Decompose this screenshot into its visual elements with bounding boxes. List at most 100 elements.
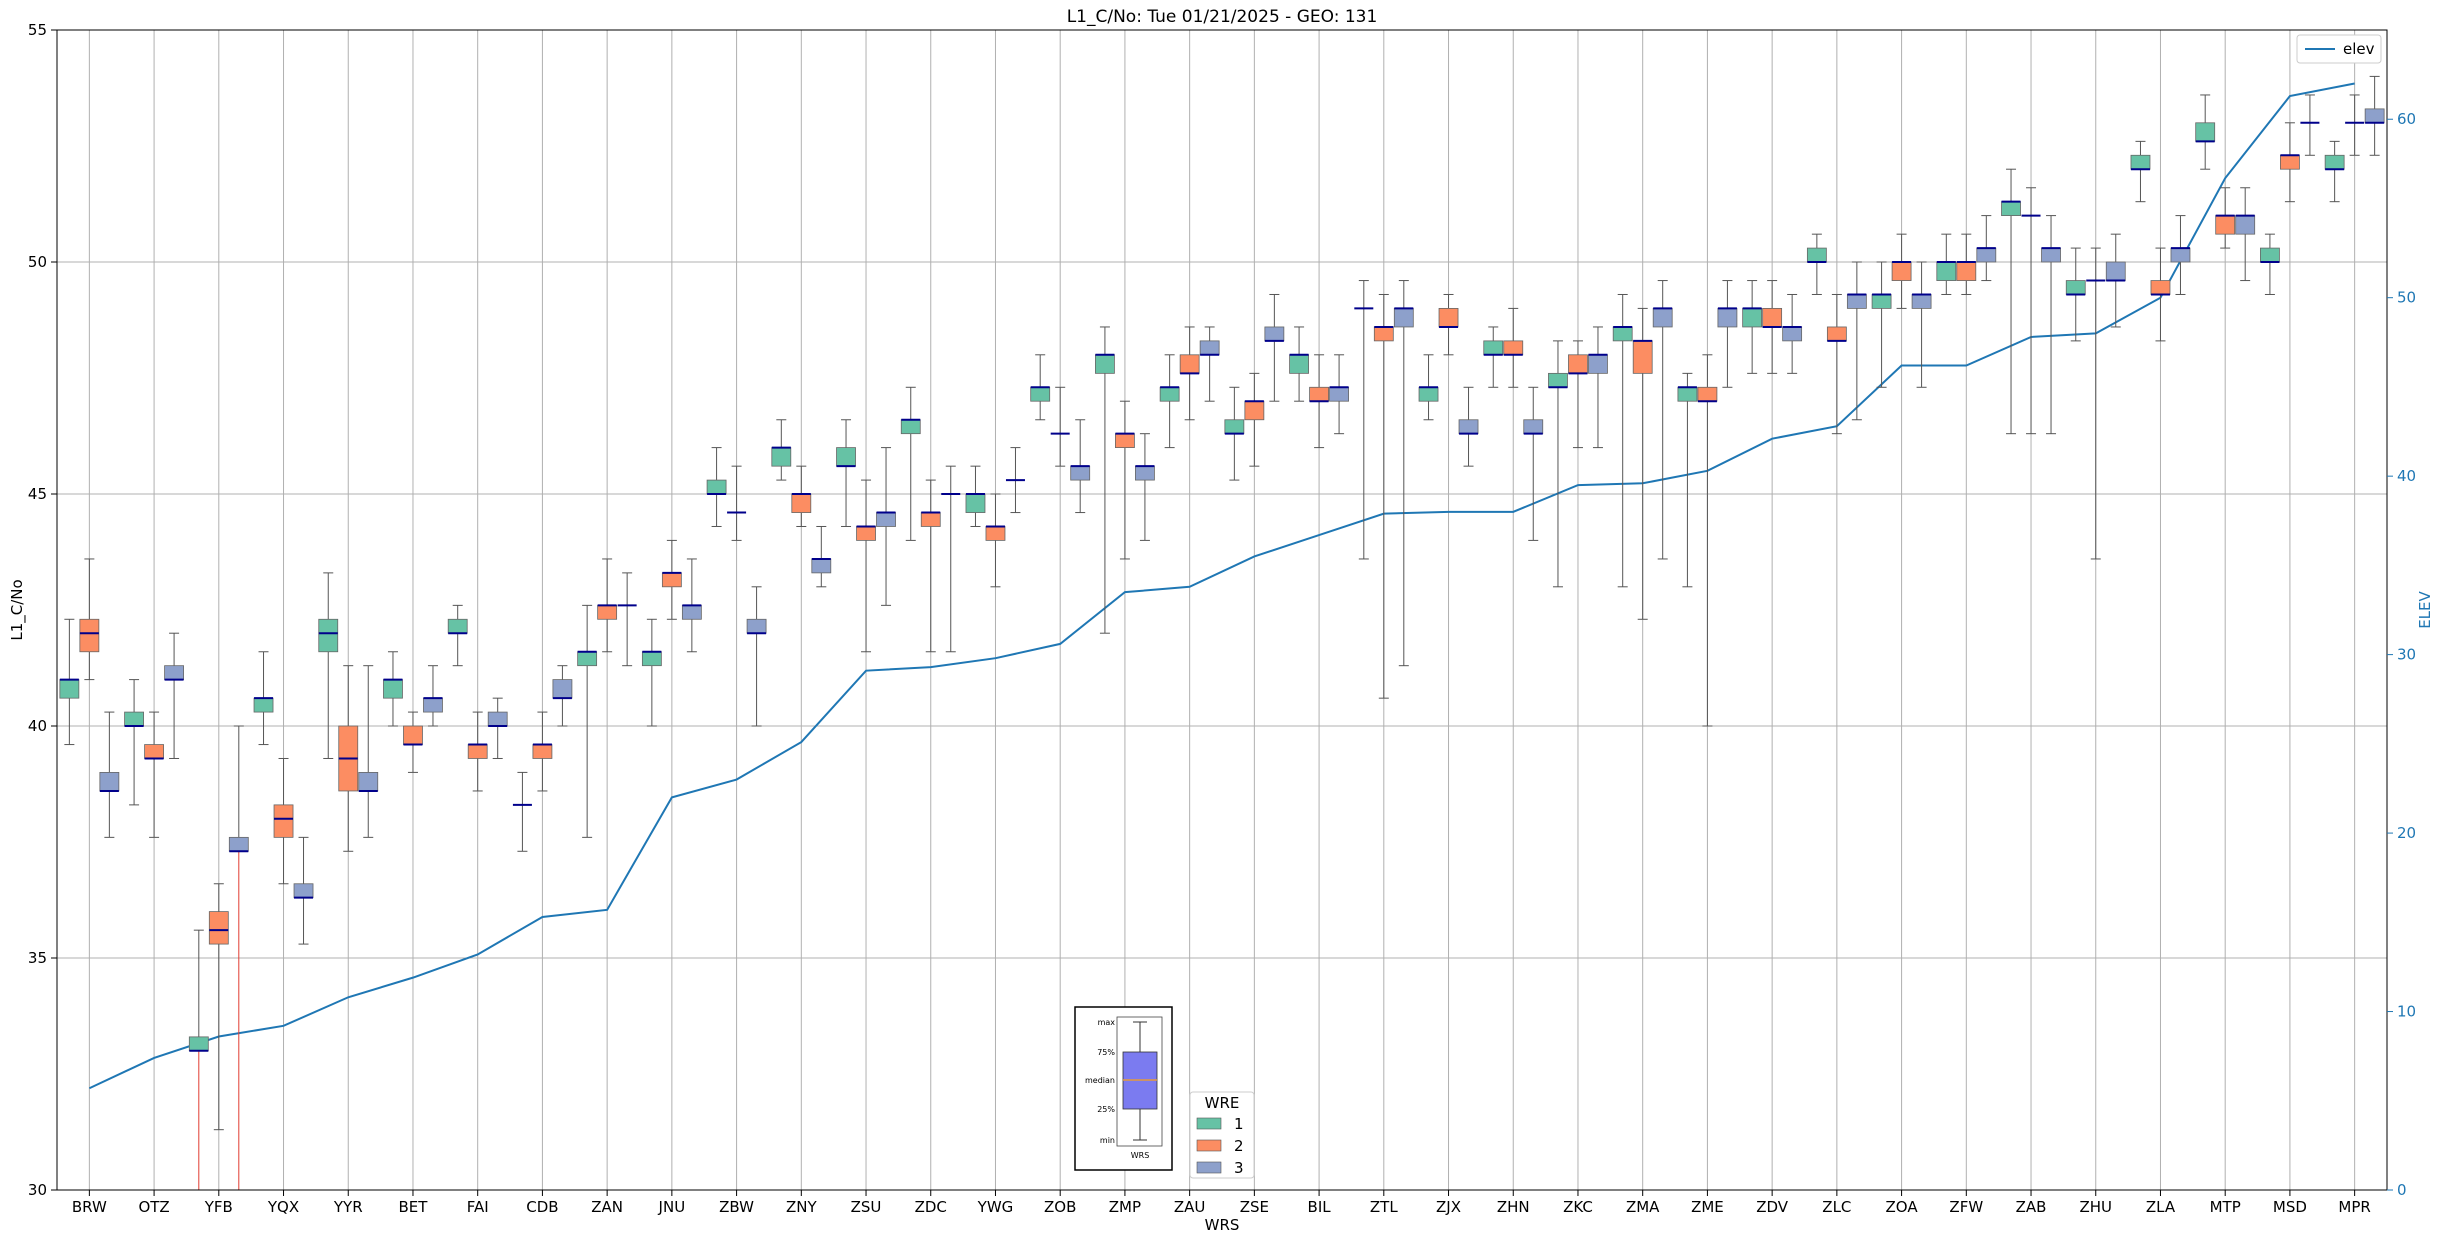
box-wre-1 xyxy=(2130,154,2151,170)
elev-legend-label: elev xyxy=(2343,40,2375,58)
box-wre-2 xyxy=(1309,386,1329,402)
box-wre-3 xyxy=(1652,307,1673,328)
x-tick-label: MPR xyxy=(2338,1198,2370,1216)
y2-tick-label: 0 xyxy=(2397,1181,2407,1199)
box-wre-3 xyxy=(681,604,702,620)
box-wre-2 xyxy=(597,604,618,620)
box-wre-1 xyxy=(1936,261,1957,281)
x-tick-label: ZDC xyxy=(915,1198,947,1216)
y2-tick-label: 60 xyxy=(2397,110,2416,128)
y2-tick-label: 50 xyxy=(2397,289,2416,307)
box-wre-1 xyxy=(706,479,727,495)
y-tick-label: 50 xyxy=(28,253,47,271)
box-wre-1 xyxy=(900,419,921,435)
chart-title: L1_C/No: Tue 01/21/2025 - GEO: 131 xyxy=(1067,7,1378,27)
box-wre-2 xyxy=(920,512,941,527)
box-wre-1 xyxy=(1871,294,1892,309)
y2-tick-label: 20 xyxy=(2397,824,2416,842)
x-tick-label: ZAN xyxy=(591,1198,623,1216)
wre-legend-label-2: 2 xyxy=(1234,1137,1244,1155)
box-wre-3 xyxy=(1717,307,1738,328)
x-tick-label: ZHN xyxy=(1497,1198,1530,1216)
box-key-label-q1: 25% xyxy=(1097,1105,1115,1114)
x-tick-label: ZME xyxy=(1691,1198,1724,1216)
x-tick-label: ZBW xyxy=(719,1198,754,1216)
wre-legend: WRE 1 2 3 xyxy=(1189,1091,1255,1179)
box-wre-2 xyxy=(1891,261,1912,281)
x-tick-label: BET xyxy=(399,1198,429,1216)
y-tick-label: 30 xyxy=(28,1181,47,1199)
box-wre-1 xyxy=(1677,386,1698,402)
box-wre-1 xyxy=(836,447,856,467)
box-wre-1 xyxy=(318,618,339,653)
box-wre-3 xyxy=(164,665,184,680)
box-wre-2 xyxy=(985,526,1006,541)
plot-frame xyxy=(56,29,2388,1191)
x-tick-label: YQX xyxy=(267,1198,299,1216)
box-wre-1 xyxy=(771,447,792,467)
box-wre-1 xyxy=(253,697,274,713)
box-wre-2 xyxy=(79,618,100,653)
x-tick-label: ZMA xyxy=(1626,1198,1660,1216)
box-wre-1 xyxy=(1289,354,1309,374)
box-wre-1 xyxy=(1483,340,1504,356)
box-wre-1 xyxy=(188,1036,209,1052)
x-tick-label: ZSE xyxy=(1240,1198,1269,1216)
box-wre-1 xyxy=(1224,419,1245,435)
x-tick-label: ZOB xyxy=(1044,1198,1076,1216)
y2-tick-label: 30 xyxy=(2397,646,2416,664)
box-wre-1 xyxy=(2065,280,2086,295)
box-wre-2 xyxy=(144,744,164,759)
box-wre-1 xyxy=(965,493,986,513)
x-axis-label: WRS xyxy=(1205,1216,1240,1234)
box-wre-1 xyxy=(1742,307,1763,328)
box-wre-3 xyxy=(99,772,120,792)
box-wre-2 xyxy=(1503,340,1524,356)
box-wre-1 xyxy=(2001,201,2021,216)
box-wre-1 xyxy=(2260,247,2280,263)
y-tick-label: 45 xyxy=(28,485,47,503)
y-tick-label: 55 xyxy=(28,21,47,39)
box-wre-1 xyxy=(1548,372,1568,388)
box-wre-2 xyxy=(2280,154,2300,170)
box-key-axes xyxy=(1116,1016,1163,1147)
box-wre-3 xyxy=(811,558,832,574)
x-tick-label: ZJX xyxy=(1436,1198,1461,1216)
box-wre-2 xyxy=(1632,340,1653,374)
box-wre-3 xyxy=(1135,465,1155,481)
box-wre-3 xyxy=(487,711,508,727)
x-tick-label: ZAB xyxy=(2016,1198,2047,1216)
box-wre-3 xyxy=(1199,340,1220,356)
box-wre-3 xyxy=(746,618,767,634)
box-key-label-min: min xyxy=(1100,1136,1115,1145)
box-wre-1 xyxy=(2195,122,2216,142)
box-wre-1 xyxy=(447,618,468,634)
box-wre-1 xyxy=(1030,386,1051,402)
box-key-label-max: max xyxy=(1098,1018,1116,1027)
box-wre-2 xyxy=(1568,354,1588,374)
y2-axis-label: ELEV xyxy=(2416,590,2434,628)
box-wre-3 xyxy=(2041,247,2061,263)
box-key-xlabel: WRS xyxy=(1131,1151,1150,1160)
box-wre-2 xyxy=(1179,354,1200,374)
box-key-label-q3: 75% xyxy=(1097,1048,1115,1057)
box-wre-2 xyxy=(1697,386,1718,402)
box-wre-3 xyxy=(876,512,896,527)
x-tick-label: JNU xyxy=(658,1198,686,1216)
box-wre-3 xyxy=(552,679,573,699)
box-layer xyxy=(59,75,2385,1190)
box-wre-1 xyxy=(1418,386,1439,402)
x-tick-label: ZDV xyxy=(1756,1198,1789,1216)
wre-legend-label-1: 1 xyxy=(1234,1115,1244,1133)
box-wre-2 xyxy=(403,725,423,745)
box-wre-3 xyxy=(1264,326,1285,342)
box-key-label-median: median xyxy=(1085,1076,1115,1085)
box-wre-2 xyxy=(2215,215,2236,235)
wre-legend-label-3: 3 xyxy=(1234,1159,1244,1177)
box-wre-3 xyxy=(2170,247,2191,263)
x-tick-label: CDB xyxy=(526,1198,558,1216)
y2-tick-label: 40 xyxy=(2397,467,2416,485)
elev-legend: elev xyxy=(2296,34,2382,64)
box-wre-2 xyxy=(1438,307,1459,328)
